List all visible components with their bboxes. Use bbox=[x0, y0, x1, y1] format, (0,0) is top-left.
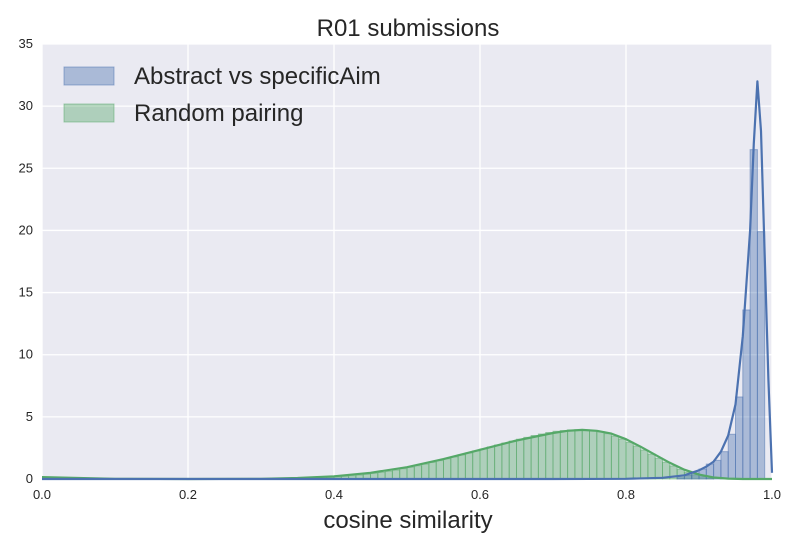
tick-labels: 0.0 0.2 0.4 0.6 0.8 1.0 0 5 10 15 20 25 30 35 bbox=[19, 36, 782, 502]
x-tick-label: 0.6 bbox=[471, 487, 489, 502]
histogram-bar bbox=[530, 435, 539, 480]
histogram-bar bbox=[654, 457, 664, 480]
histogram-bar bbox=[640, 449, 649, 480]
legend-swatch-random bbox=[63, 103, 115, 123]
histogram-bar bbox=[486, 446, 496, 480]
x-tick-label: 0.4 bbox=[325, 487, 343, 502]
histogram-bar bbox=[406, 466, 415, 480]
legend-label-abstract: Abstract vs specificAim bbox=[134, 63, 381, 90]
plot-area bbox=[42, 44, 772, 479]
histogram-bar bbox=[647, 453, 656, 480]
y-tick-label: 25 bbox=[19, 160, 33, 175]
y-tick-label: 15 bbox=[19, 285, 33, 300]
kde-lines bbox=[41, 80, 774, 481]
histogram-bar bbox=[494, 444, 503, 480]
histogram-bar bbox=[559, 430, 569, 480]
histogram-bar bbox=[676, 477, 685, 480]
histogram-bar bbox=[435, 460, 445, 480]
histogram-bar bbox=[713, 459, 722, 480]
histogram-bar bbox=[552, 430, 561, 480]
series-abstract-bars bbox=[676, 149, 766, 480]
histogram-bar bbox=[399, 468, 408, 480]
histogram-bar bbox=[384, 470, 393, 480]
histogram-bar bbox=[545, 432, 554, 480]
kde-line-abstract bbox=[42, 80, 774, 481]
series-random-pairing-bars bbox=[304, 429, 715, 480]
histogram-bar bbox=[457, 454, 466, 480]
legend: Abstract vs specificAim Random pairing bbox=[63, 63, 381, 127]
histogram-bar bbox=[501, 442, 510, 480]
y-tick-label: 20 bbox=[19, 222, 33, 237]
histogram-bar bbox=[727, 433, 737, 480]
histogram-bar bbox=[567, 429, 576, 480]
histogram-bar bbox=[516, 438, 525, 480]
histogram-bar bbox=[574, 429, 583, 480]
x-axis-label: cosine similarity bbox=[323, 507, 492, 534]
histogram-bar bbox=[720, 451, 729, 480]
legend-label-random: Random pairing bbox=[134, 100, 303, 127]
histogram-bar bbox=[523, 436, 532, 480]
histogram-bar bbox=[472, 450, 481, 480]
y-tick-label: 30 bbox=[19, 98, 33, 113]
grid-lines bbox=[41, 43, 773, 480]
histogram-bar bbox=[508, 440, 518, 480]
legend-swatch-abstract bbox=[63, 66, 115, 86]
histogram-bar bbox=[413, 465, 423, 480]
histogram-bar bbox=[756, 231, 766, 480]
histogram-bar bbox=[428, 461, 437, 480]
x-tick-label: 0.2 bbox=[179, 487, 197, 502]
x-tick-label: 0.0 bbox=[33, 487, 51, 502]
y-tick-label: 5 bbox=[26, 409, 33, 424]
histogram-bar bbox=[589, 430, 598, 480]
y-tick-label: 35 bbox=[19, 36, 33, 51]
histogram-bar bbox=[464, 452, 474, 480]
histogram-bar bbox=[603, 433, 612, 480]
histogram-bar bbox=[596, 431, 605, 480]
histogram-bar bbox=[537, 433, 547, 480]
histogram-bar bbox=[618, 438, 627, 480]
chart-title: R01 submissions bbox=[317, 15, 500, 42]
histogram-bar bbox=[625, 441, 634, 480]
histogram-bar bbox=[391, 469, 401, 480]
x-tick-label: 1.0 bbox=[763, 487, 781, 502]
histogram-bar bbox=[479, 448, 488, 480]
x-tick-label: 0.8 bbox=[617, 487, 635, 502]
y-tick-label: 0 bbox=[26, 471, 33, 486]
histogram-bar bbox=[450, 456, 459, 480]
histogram-bar bbox=[610, 435, 620, 480]
histogram-bar bbox=[735, 396, 744, 480]
histogram-bar bbox=[421, 463, 430, 480]
histogram-bar bbox=[443, 458, 452, 480]
histogram-bar bbox=[581, 429, 591, 480]
histogram-bar bbox=[632, 445, 642, 480]
y-tick-label: 10 bbox=[19, 347, 33, 362]
